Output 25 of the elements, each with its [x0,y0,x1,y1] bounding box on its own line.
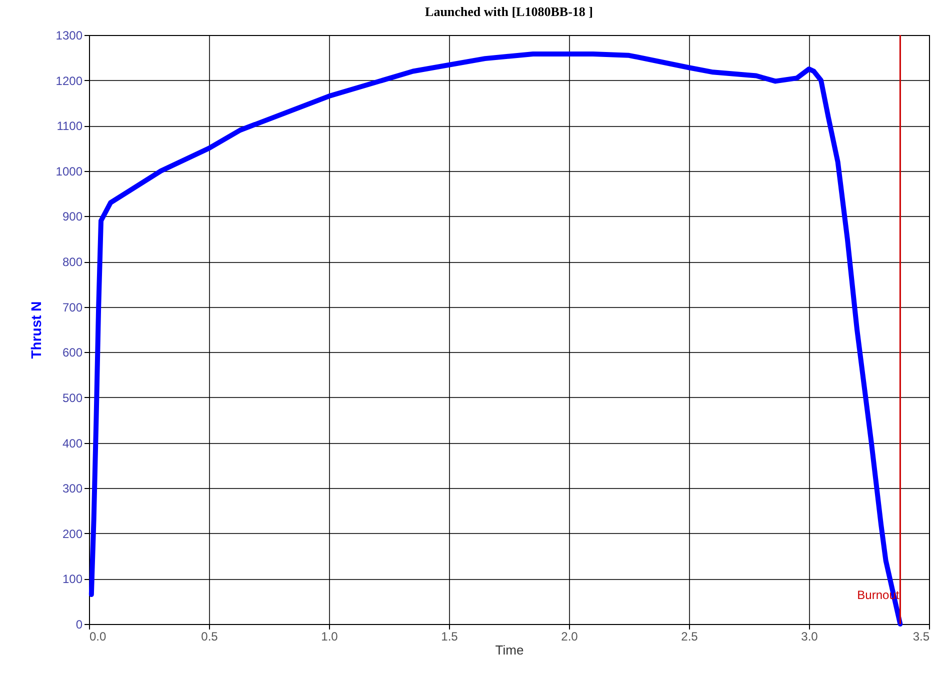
x-tick-label: 0.0 [90,630,107,644]
x-tick-label: 2.5 [681,630,698,644]
x-tick-label: 2.0 [561,630,578,644]
chart-title: Launched with [L1080BB-18 ] [425,4,593,19]
y-tick-label: 600 [62,346,83,360]
y-tick-label: 900 [62,210,83,224]
y-tick-label: 200 [62,526,83,541]
y-tick-label: 0 [76,618,83,632]
y-tick-label: 1100 [56,119,83,134]
y-tick-label: 800 [62,255,83,270]
x-tick-label: 1.0 [321,630,338,644]
x-tick-label: 3.0 [801,630,818,644]
y-tick-label: 100 [62,572,83,586]
y-tick-label: 1300 [56,28,83,42]
y-tick-label: 1000 [56,164,83,178]
y-tick-label: 1200 [56,74,83,88]
x-tick-label: 0.5 [201,630,218,644]
y-tick-label: 400 [62,436,83,450]
x-tick-label: 1.5 [441,630,458,644]
y-axis-title: Thrust N [28,301,44,359]
y-tick-label: 500 [62,390,83,405]
y-tick-label: 300 [62,482,83,496]
x-tick-label: 3.5 [912,630,930,644]
x-axis-title: Time [495,642,524,658]
y-tick-label: 700 [62,300,83,314]
